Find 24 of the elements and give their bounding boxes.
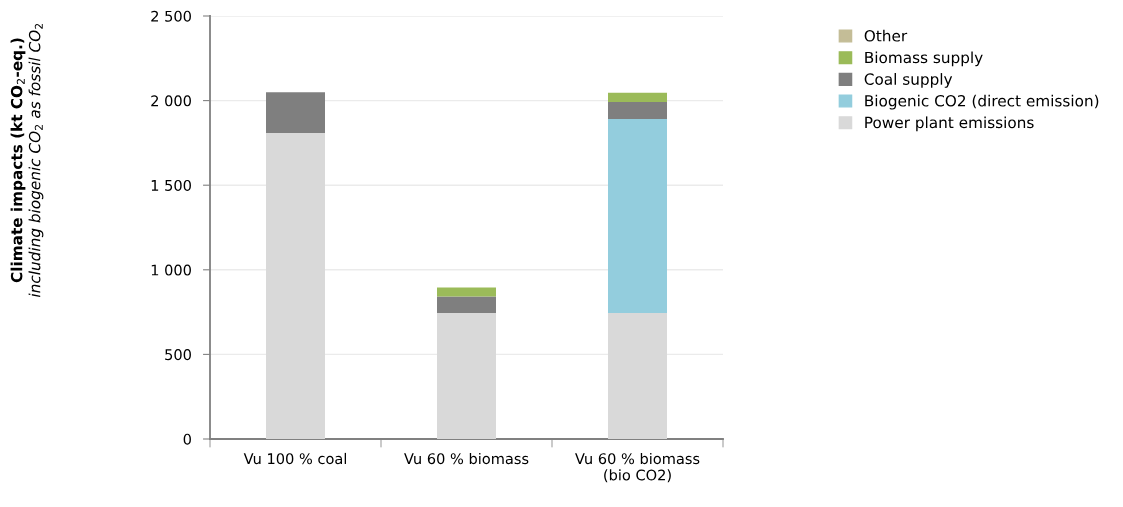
y-tick-label: 1 500 bbox=[151, 179, 191, 191]
legend-label: Other bbox=[864, 29, 908, 42]
bar bbox=[266, 133, 325, 439]
x-tick-label: Vu 100 % coal bbox=[243, 452, 347, 465]
bar bbox=[437, 287, 496, 297]
legend-label: Coal supply bbox=[864, 73, 953, 88]
y-tick-label: 500 bbox=[165, 349, 191, 361]
x-tick-label: Vu 60 % biomass bbox=[404, 452, 529, 465]
legend-label: Power plant emissions bbox=[865, 116, 1034, 132]
legend-label: Biomass supply bbox=[865, 51, 983, 67]
y-tick-label: 2 500 bbox=[151, 10, 191, 22]
x-tick-label: Vu 60 % biomass (bio CO2) bbox=[575, 452, 700, 483]
bar bbox=[608, 92, 667, 103]
bar bbox=[437, 296, 496, 314]
text: Climate impacts (kt CO$_{2}$-eq.) including biogenic CO$_{2}$ as fossil CO$_{2}$ bbox=[10, 23, 44, 298]
y-tick-label: 0 bbox=[183, 433, 191, 445]
bar bbox=[608, 313, 667, 439]
bar bbox=[608, 102, 667, 120]
y-tick-label: 1 000 bbox=[151, 264, 191, 276]
legend-label: Biogenic CO2 (direct emission) bbox=[865, 94, 1099, 110]
y-tick-label: 2 000 bbox=[151, 95, 191, 107]
bar bbox=[437, 313, 496, 439]
bar bbox=[608, 119, 667, 314]
bar bbox=[266, 92, 325, 134]
